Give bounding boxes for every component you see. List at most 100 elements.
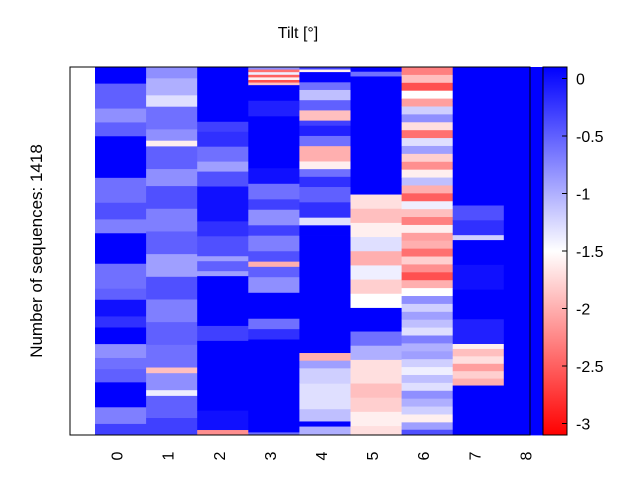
heatmap-cell: [350, 307, 402, 332]
heatmap-cell: [401, 67, 454, 76]
heatmap-cell: [299, 225, 351, 236]
heatmap-cell: [299, 110, 351, 122]
heatmap-cell: [248, 277, 300, 294]
heatmap-cell: [248, 79, 300, 83]
heatmap-cell: [401, 248, 454, 257]
heatmap-cell: [248, 77, 300, 81]
heatmap-cell: [197, 430, 249, 436]
heatmap-cell: [146, 299, 198, 323]
heatmap-cell: [146, 276, 198, 300]
heatmap-cell: [197, 271, 249, 277]
heatmap-cell: [248, 100, 300, 117]
heatmap-cell: [299, 187, 351, 203]
heatmap-cell: [452, 319, 505, 345]
heatmap-cell: [299, 67, 351, 70]
heatmap-cell: [146, 390, 198, 397]
heatmap-cell: [350, 67, 402, 73]
heatmap-cell: [350, 194, 402, 210]
heatmap-cell: [401, 82, 454, 92]
heatmap-cell: [299, 89, 351, 101]
heatmap-cell: [350, 359, 402, 384]
heatmap-cell: [248, 266, 300, 278]
heatmap-cell: [95, 219, 147, 234]
heatmap-cell: [452, 220, 505, 236]
heatmap-cell: [248, 199, 300, 211]
heatmap-cell: [299, 202, 351, 219]
heatmap-cell: [95, 327, 147, 345]
heatmap-cell: [299, 421, 351, 427]
heatmap-cell: [95, 108, 147, 123]
chart-title: Tilt [°]: [278, 25, 318, 42]
heatmap-cell: [401, 74, 454, 84]
heatmap-cell: [299, 360, 351, 369]
heatmap-cell: [401, 414, 454, 423]
heatmap-cell: [95, 316, 147, 328]
heatmap-cell: [197, 261, 249, 272]
heatmap-cell: [197, 161, 249, 172]
heatmap-cell: [299, 161, 351, 170]
heatmap-cell: [401, 153, 454, 163]
heatmap-cell: [197, 171, 249, 187]
heatmap-cell: [197, 410, 249, 431]
heatmap-cell: [401, 280, 454, 289]
heatmap-cell: [248, 168, 300, 185]
heatmap-cell: [299, 72, 351, 83]
heatmap-cell: [248, 235, 300, 252]
heatmap-cell: [350, 345, 402, 361]
x-tick-label: 5: [365, 451, 382, 460]
heatmap-cell: [401, 390, 454, 400]
heatmap-cell: [95, 288, 147, 301]
heatmap-cell: [401, 288, 454, 297]
heatmap-cell: [248, 339, 300, 433]
heatmap-cell: [401, 122, 454, 131]
heatmap-cell: [95, 202, 147, 220]
heatmap-cell: [248, 318, 300, 330]
heatmap-cell: [248, 67, 300, 70]
heatmap-cell: [248, 74, 300, 78]
heatmap-cell: [401, 335, 454, 344]
heatmap-cell: [248, 183, 300, 200]
heatmap-cell: [401, 90, 454, 99]
heatmap-cell: [146, 322, 198, 346]
heatmap-cell: [401, 264, 454, 273]
colorbar-tick-label: -2.5: [576, 359, 604, 376]
heatmap-cell: [95, 407, 147, 425]
heatmap-cell: [146, 373, 198, 391]
heatmap-cell: [299, 368, 351, 385]
x-tick-label: 8: [518, 451, 535, 460]
heatmap-cell: [350, 237, 402, 252]
heatmap-cell: [452, 67, 505, 103]
x-tick-labels: 0 1 2 3 4 5 6 7 8: [110, 451, 536, 460]
heatmap-cell: [95, 382, 147, 408]
heatmap-cell: [299, 409, 351, 422]
heatmap-cell: [197, 236, 249, 257]
heatmap-cell: [95, 83, 147, 109]
heatmap-cell: [299, 353, 351, 362]
heatmap-cell: [197, 67, 249, 123]
heatmap-cell: [401, 224, 454, 234]
heatmap-cell: [350, 426, 402, 436]
heatmap-cell: [248, 329, 300, 340]
heatmap-cell: [401, 303, 454, 313]
heatmap-cell: [452, 205, 505, 221]
heatmap-cell: [350, 383, 402, 399]
colorbar-tick-label: -1: [576, 187, 590, 204]
heatmap-cell: [401, 327, 454, 336]
x-tick-label: 0: [110, 451, 127, 460]
heatmap-cell: [95, 369, 147, 383]
heatmap-cell: [401, 232, 454, 242]
heatmap-cell: [95, 67, 147, 85]
heatmap-cell: [299, 146, 351, 162]
heatmap-cell: [401, 193, 454, 202]
heatmap-cell: [248, 261, 300, 268]
heatmap-cell: [452, 348, 505, 357]
heatmap-cell: [299, 125, 351, 137]
heatmap-cell: [95, 233, 147, 248]
heatmap-cell: [299, 235, 351, 354]
heatmap-cell: [401, 256, 454, 265]
heatmap-cell: [401, 351, 454, 360]
heatmap-cell: [452, 168, 505, 206]
heatmap-cell: [248, 432, 300, 436]
heatmap-cell: [299, 176, 351, 188]
